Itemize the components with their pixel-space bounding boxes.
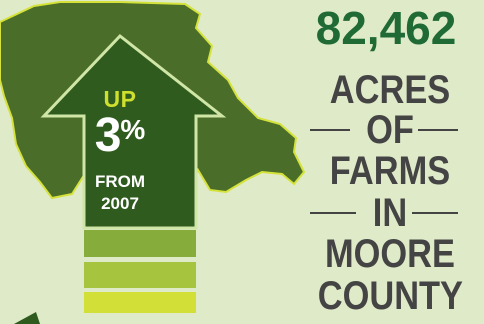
arrow-stripe: [84, 230, 196, 257]
small-arrow-icon: [14, 312, 40, 324]
stat-line-farms: FARMS: [329, 149, 451, 193]
divider-rule: [310, 212, 356, 214]
up-arrow-icon: [40, 33, 227, 230]
arrow-stripe: [84, 262, 196, 288]
stat-line-of: OF: [366, 108, 414, 152]
percent-change: 3%: [56, 112, 184, 160]
acres-number: 82,462: [315, 2, 457, 54]
stat-line-in: IN: [372, 191, 408, 235]
stat-line-county: COUNTY: [317, 274, 464, 318]
divider-rule: [310, 129, 350, 131]
direction-label: UP: [103, 86, 137, 112]
divider-rule: [418, 129, 458, 131]
divider-rule: [412, 212, 458, 214]
percent-value: 3: [94, 109, 122, 162]
arrow-stripe: [84, 292, 196, 313]
percent-sign: %: [120, 114, 146, 145]
stat-line-moore: MOORE: [325, 232, 455, 276]
stat-line-acres: ACRES: [329, 68, 451, 112]
from-label: FROM: [94, 172, 146, 191]
year-label: 2007: [101, 194, 139, 213]
